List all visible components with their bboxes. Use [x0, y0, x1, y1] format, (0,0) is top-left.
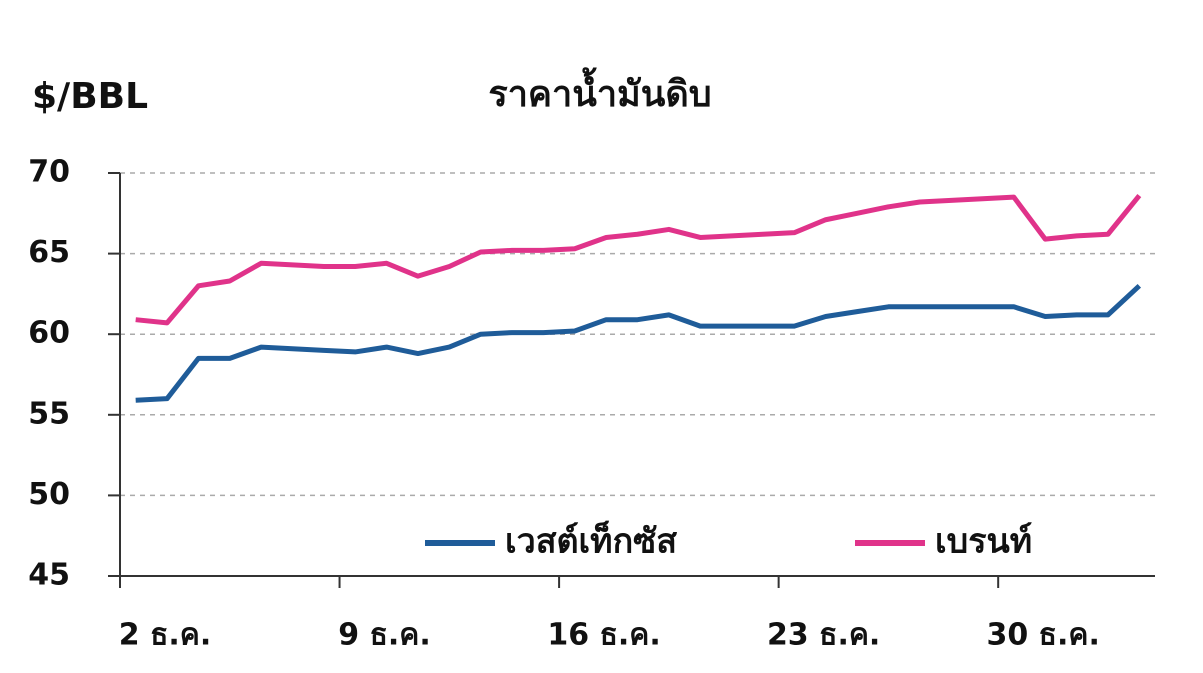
y-tick-label: 50	[28, 477, 70, 512]
x-tick-label: 16 ธ.ค.	[547, 618, 660, 653]
y-tick-label: 45	[28, 558, 70, 593]
x-tick-label: 2 ธ.ค.	[119, 618, 212, 653]
y-tick-label: 65	[28, 235, 70, 270]
y-axis-label: $/BBL	[32, 76, 148, 117]
y-tick-label: 70	[28, 155, 70, 190]
x-tick-label: 23 ธ.ค.	[767, 618, 880, 653]
x-tick-label: 30 ธ.ค.	[986, 618, 1099, 653]
y-tick-label: 60	[28, 316, 70, 351]
legend-label: เบรนท์	[935, 522, 1032, 562]
legend-label: เวสต์เท็กซัส	[505, 520, 677, 562]
chart-title: ราคาน้ำมันดิบ	[488, 67, 711, 115]
x-tick-label: 9 ธ.ค.	[338, 618, 431, 653]
series-line	[135, 193, 1142, 326]
y-tick-label: 55	[28, 396, 70, 431]
series-line	[135, 284, 1142, 403]
